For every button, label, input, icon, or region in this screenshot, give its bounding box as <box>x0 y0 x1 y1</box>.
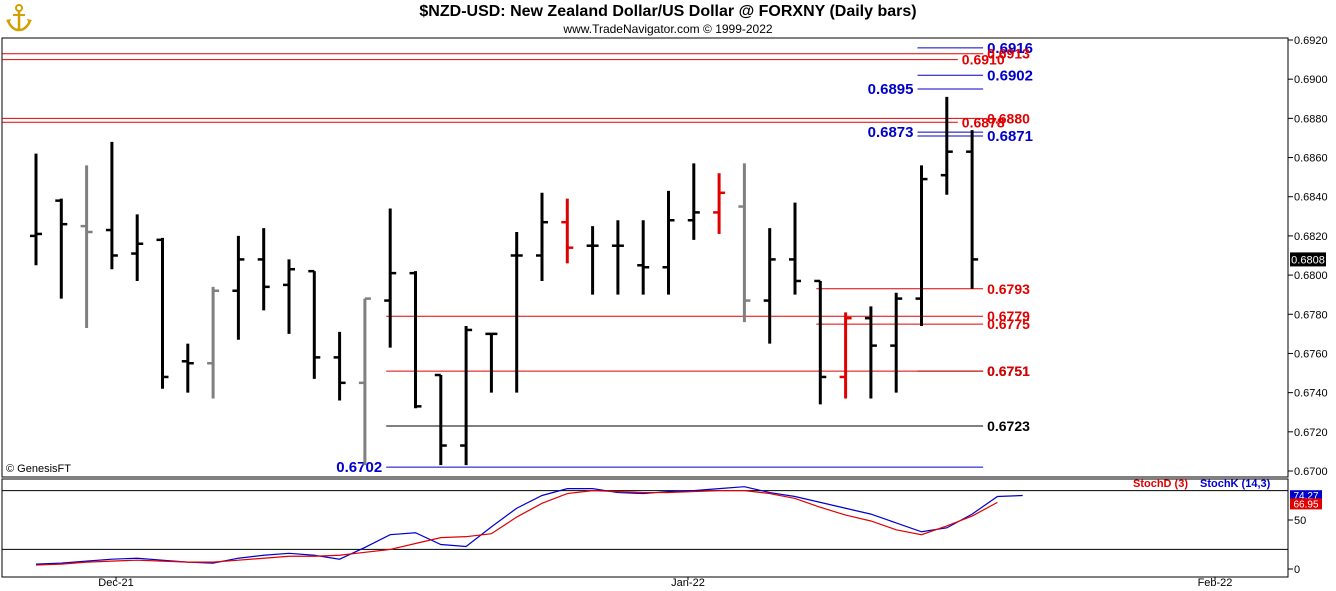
ohlc-bar <box>308 269 321 379</box>
ohlc-bar <box>460 326 473 466</box>
ohlc-bar <box>434 373 447 466</box>
level-label: 0.6880 <box>987 110 1030 126</box>
chart-title: $NZD-USD: New Zealand Dollar/US Dollar @… <box>419 3 917 20</box>
ohlc-bar <box>561 198 574 264</box>
ohlc-bar <box>864 306 877 399</box>
ohlc-bar <box>637 220 650 295</box>
ohlc-bar <box>814 279 827 405</box>
y-tick-label: 0.6720 <box>1294 427 1328 439</box>
ohlc-bar <box>333 331 346 401</box>
ohlc-bar <box>105 141 118 270</box>
level-label: 0.6793 <box>987 281 1030 297</box>
watermark: © GenesisFT <box>6 463 71 475</box>
stochk-value: 74.27 <box>1293 491 1318 502</box>
level-label: 0.6779 <box>987 308 1030 324</box>
level-label: 0.6916 <box>987 40 1033 57</box>
ohlc-bar <box>283 259 295 334</box>
stoch-series-line <box>35 489 998 566</box>
level-label: 0.6702 <box>336 459 382 476</box>
level-label: 0.6895 <box>868 81 914 98</box>
level-label: 0.6751 <box>987 363 1030 379</box>
ohlc-bar <box>257 228 270 311</box>
y-tick-label: 0.6760 <box>1294 348 1328 360</box>
stoch-y-label: 0 <box>1294 564 1300 576</box>
y-tick-label: 0.6740 <box>1294 388 1328 400</box>
ohlc-bar <box>181 343 194 393</box>
stoch-y-label: 50 <box>1294 515 1306 527</box>
ohlc-bar <box>384 208 397 348</box>
ohlc-bar <box>839 312 852 399</box>
level-label: 0.6723 <box>987 418 1030 434</box>
ohlc-bar <box>687 163 700 240</box>
ohlc-bar <box>662 190 675 295</box>
ohlc-bar <box>611 220 624 295</box>
level-label: 0.6871 <box>987 128 1033 145</box>
ohlc-bar <box>30 153 42 266</box>
ohlc-bar <box>890 292 903 393</box>
y-tick-label: 0.6800 <box>1294 270 1328 282</box>
ohlc-bar <box>207 286 220 399</box>
level-label: 0.6902 <box>987 67 1033 84</box>
legend-stochd: StochD (3) <box>1133 478 1188 490</box>
level-label: 0.6913 <box>987 46 1030 62</box>
ohlc-bar <box>156 237 169 389</box>
y-tick-label: 0.6840 <box>1294 192 1328 204</box>
y-tick-label: 0.6880 <box>1294 113 1328 125</box>
price-panel <box>1 37 1289 478</box>
ohlc-bar <box>232 235 245 340</box>
ohlc-bar <box>915 165 928 327</box>
last-price-label: 0.6808 <box>1291 254 1325 266</box>
stochk-badge <box>1290 490 1322 502</box>
legend-stochk: StochK (14,3) <box>1200 478 1271 490</box>
y-tick-label: 0.6780 <box>1294 309 1328 321</box>
x-tick-label: Dec-21 <box>98 577 133 589</box>
gold-anchor-icon <box>6 4 32 32</box>
ohlc-bar <box>80 165 93 328</box>
ohlc-bar <box>510 231 523 393</box>
ohlc-bar <box>485 332 498 393</box>
ohlc-bar <box>789 202 801 295</box>
ohlc-bar <box>940 96 953 195</box>
y-tick-label: 0.6860 <box>1294 153 1328 165</box>
x-tick-label: Jan-22 <box>671 577 705 589</box>
level-label: 0.6878 <box>962 114 1005 130</box>
ohlc-bar <box>536 192 548 281</box>
stochd-badge <box>1290 498 1322 510</box>
ohlc-bar <box>586 226 599 295</box>
ohlc-bar <box>966 130 979 289</box>
ohlc-bar <box>131 214 144 281</box>
y-tick-label: 0.6900 <box>1294 74 1328 86</box>
level-label: 0.6751 <box>987 363 1030 379</box>
last-price-badge <box>1290 252 1326 267</box>
level-label: 0.6775 <box>987 316 1030 332</box>
chart-header: $NZD-USD: New Zealand Dollar/US Dollar @… <box>0 0 1336 37</box>
y-tick-label: 0.6920 <box>1294 35 1328 47</box>
y-tick-label: 0.6820 <box>1294 231 1328 243</box>
ohlc-bar <box>763 228 776 344</box>
level-label: 0.6910 <box>962 52 1005 68</box>
y-tick-label: 0.6700 <box>1294 466 1328 478</box>
ohlc-bar <box>409 271 422 409</box>
x-tick-label: Feb-22 <box>1198 577 1233 589</box>
chart-subtitle: www.TradeNavigator.com © 1999-2022 <box>563 22 773 36</box>
ohlc-bar <box>55 198 68 299</box>
ohlc-bar <box>738 163 751 323</box>
stochd-value: 66.95 <box>1293 499 1318 510</box>
stoch-panel <box>1 478 1289 578</box>
ohlc-bar <box>713 173 726 234</box>
level-label: 0.6873 <box>868 124 914 141</box>
ohlc-bar <box>358 297 371 466</box>
